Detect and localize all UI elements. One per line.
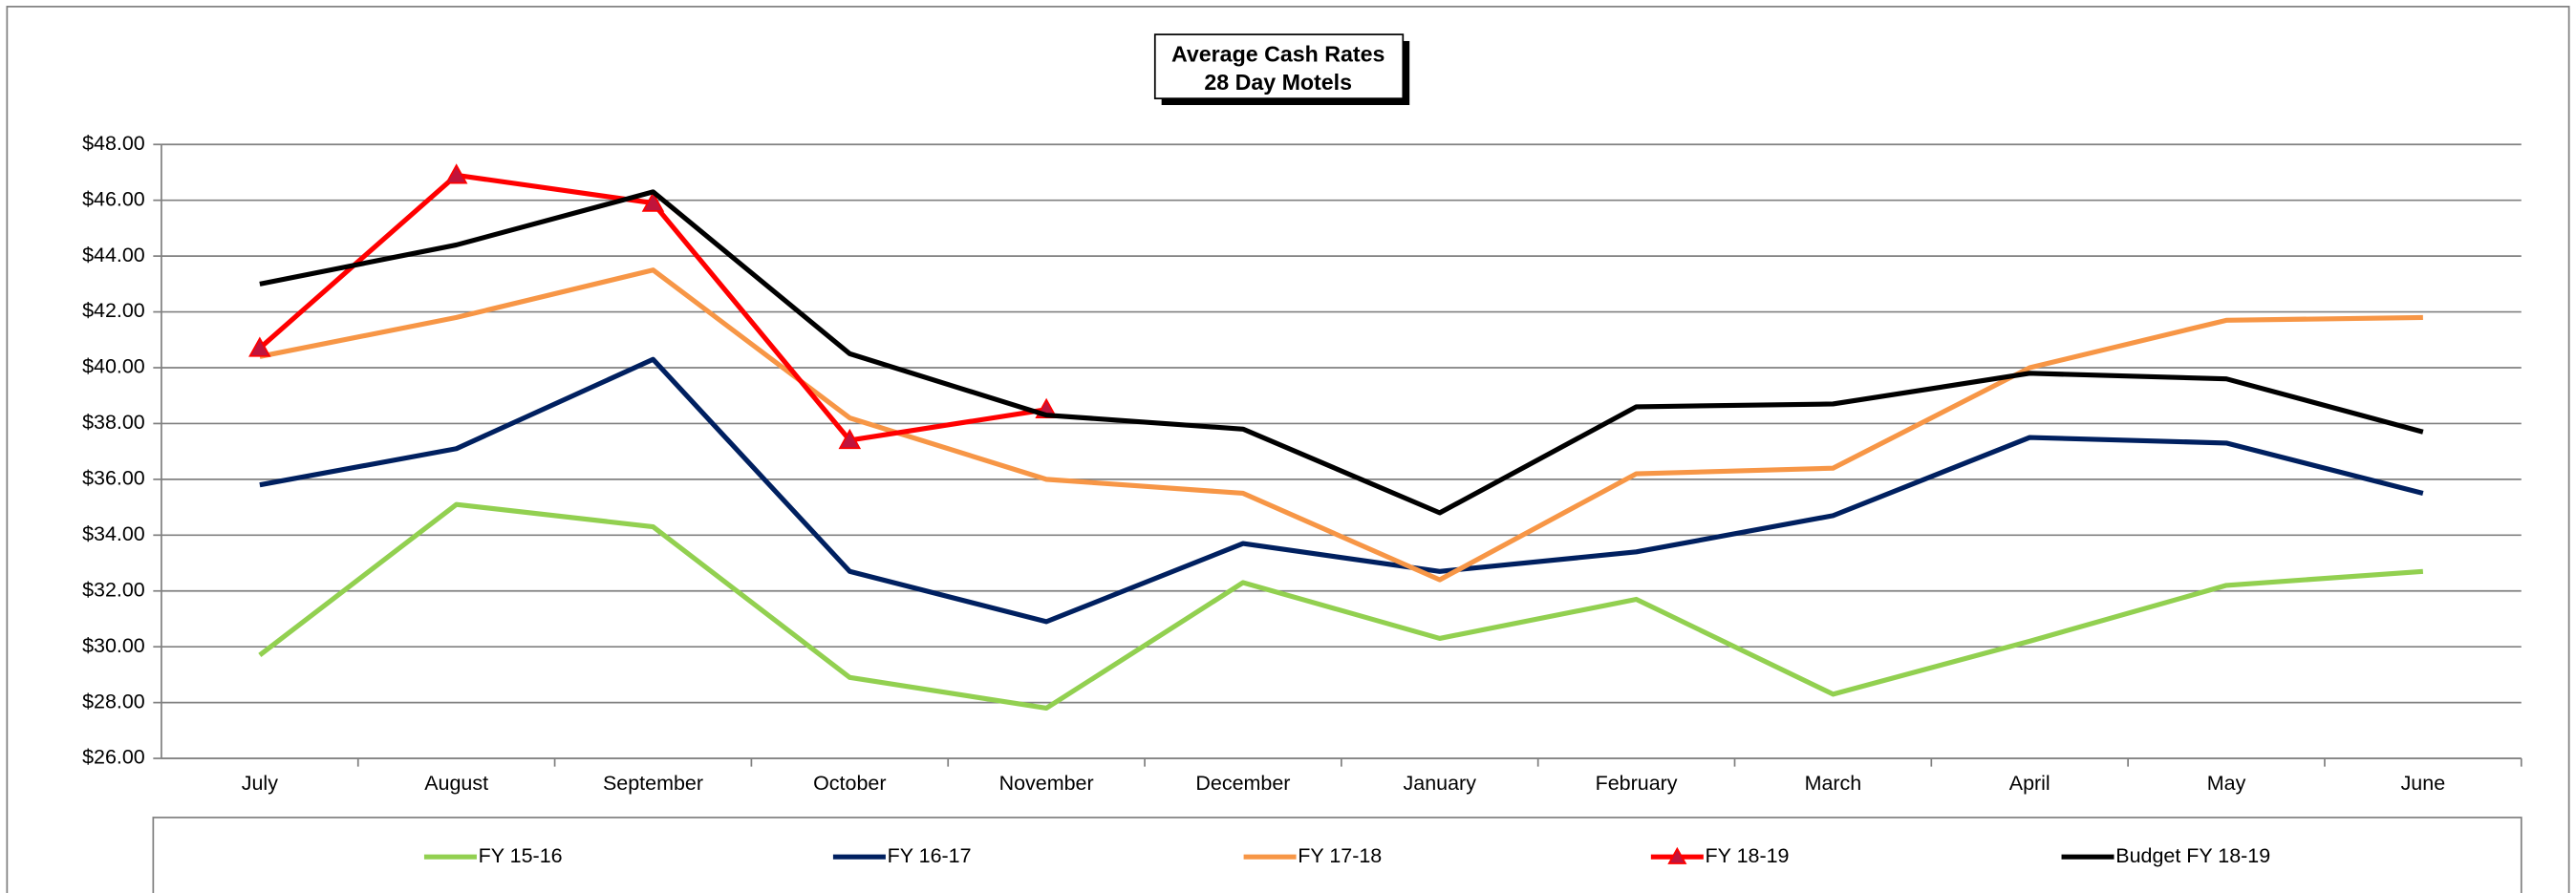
series-marker xyxy=(248,336,271,357)
series-line xyxy=(258,172,1047,443)
y-tick-label: $40.00 xyxy=(82,355,145,378)
x-tick-label: December xyxy=(1195,772,1290,795)
y-tick-label: $48.00 xyxy=(82,132,145,155)
x-tick-label: November xyxy=(999,772,1094,795)
legend-marker xyxy=(1667,846,1687,864)
x-tick-label: April xyxy=(2009,772,2050,795)
x-tick-label: February xyxy=(1596,772,1678,795)
x-tick-label: September xyxy=(603,772,703,795)
chart-title: Average Cash Rates xyxy=(1171,42,1385,67)
legend-label: Budget FY 18-19 xyxy=(2115,844,2270,867)
series-marker xyxy=(641,191,665,212)
x-tick-label: March xyxy=(1805,772,1862,795)
y-tick-label: $34.00 xyxy=(82,522,145,545)
title-box xyxy=(1153,33,1405,99)
series-line xyxy=(259,267,2423,583)
series-marker xyxy=(444,163,468,184)
x-tick-label: July xyxy=(242,772,278,795)
series-line xyxy=(258,501,2424,712)
x-tick-label: January xyxy=(1404,772,1477,795)
legend-label: FY 15-16 xyxy=(479,844,563,867)
series-line xyxy=(259,189,2424,516)
chart-border xyxy=(6,6,2570,893)
x-tick-label: August xyxy=(424,772,488,795)
chart-subtitle: 28 Day Motels xyxy=(1204,70,1352,95)
x-tick-label: October xyxy=(813,772,886,795)
x-tick-label: June xyxy=(2401,772,2446,795)
y-tick-label: $26.00 xyxy=(82,746,145,769)
y-tick-label: $28.00 xyxy=(82,690,145,712)
x-tick-label: May xyxy=(2207,772,2246,795)
y-tick-label: $32.00 xyxy=(82,578,145,601)
legend-label: FY 18-19 xyxy=(1706,844,1790,867)
legend-label: FY 17-18 xyxy=(1298,844,1382,867)
y-tick-label: $36.00 xyxy=(82,467,145,490)
y-tick-label: $30.00 xyxy=(82,634,145,657)
legend-label: FY 16-17 xyxy=(888,844,972,867)
series-line xyxy=(259,356,2424,625)
series-marker xyxy=(838,428,862,450)
y-tick-label: $44.00 xyxy=(82,244,145,266)
legend-box xyxy=(152,817,2522,893)
y-tick-label: $46.00 xyxy=(82,187,145,210)
y-tick-label: $42.00 xyxy=(82,299,145,322)
y-tick-label: $38.00 xyxy=(82,411,145,434)
